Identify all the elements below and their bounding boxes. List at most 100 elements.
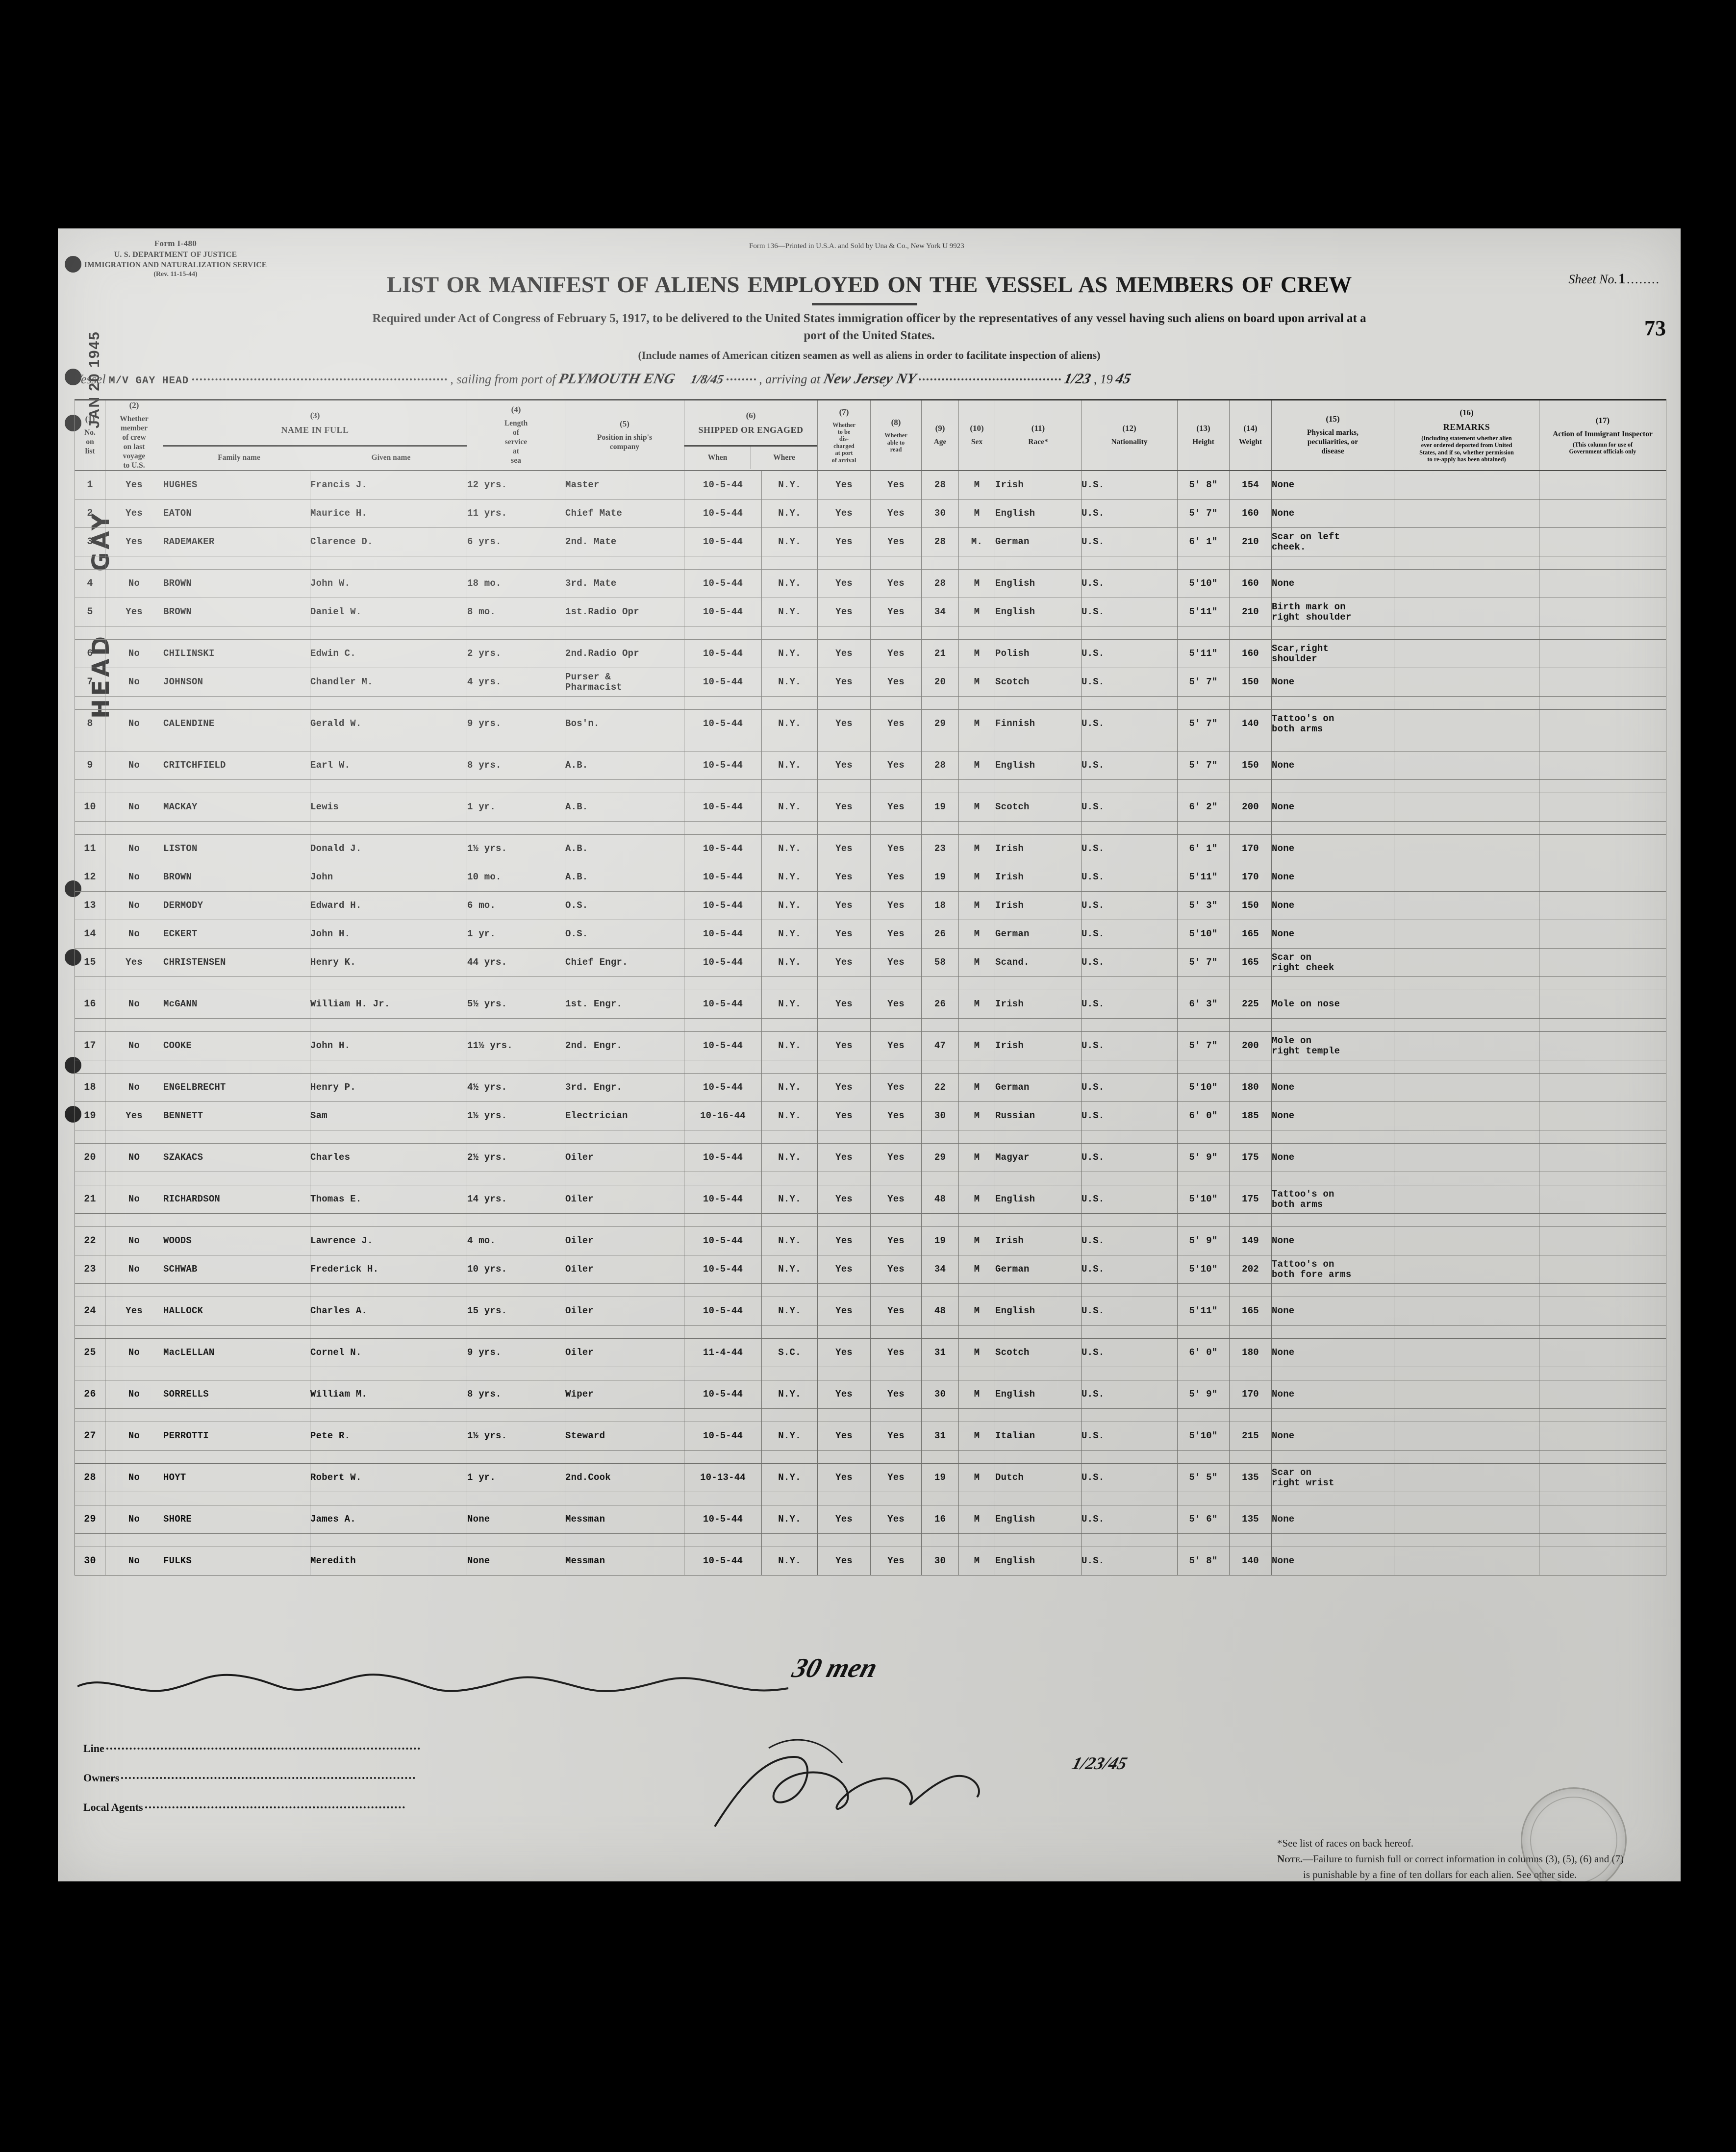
shipped-where: N.Y. xyxy=(761,1101,818,1131)
crew-last-voyage: No xyxy=(105,1031,163,1061)
height: 5' 7" xyxy=(1177,948,1230,977)
header-no-on-list: (1) No. on list xyxy=(75,399,105,472)
shipped-where: N.Y. xyxy=(761,1422,818,1451)
physical-marks: None xyxy=(1271,1226,1394,1256)
shipped-where: N.Y. xyxy=(761,1255,818,1284)
family-name: DERMODY xyxy=(163,891,310,921)
family-name: SORRELLS xyxy=(163,1380,310,1409)
note-prefix: Note. xyxy=(1277,1853,1303,1865)
race: Irish xyxy=(995,1031,1082,1061)
table-row: 19 Yes BENNETT Sam 1½ yrs. Electrician 10-16-4… xyxy=(75,1101,1666,1131)
header-line: read xyxy=(890,446,902,453)
nationality: U.S. xyxy=(1081,709,1178,739)
inspector-action xyxy=(1539,834,1666,864)
shipped-when: 10-5-44 xyxy=(684,1143,762,1173)
nationality: U.S. xyxy=(1081,920,1178,949)
crew-last-voyage: No xyxy=(105,569,163,599)
race: English xyxy=(995,1380,1082,1409)
length-of-service: 8 yrs. xyxy=(467,1380,565,1409)
inspector-action xyxy=(1539,1226,1666,1256)
remarks xyxy=(1394,863,1539,892)
able-to-read: Yes xyxy=(870,1226,922,1256)
table-row: 26 No SORRELLS William M. 8 yrs. Wiper 10-5-44… xyxy=(75,1380,1666,1409)
family-name: CHILINSKI xyxy=(163,639,310,669)
title-underline xyxy=(812,303,917,305)
family-name: EATON xyxy=(163,499,310,528)
inspector-action xyxy=(1539,709,1666,739)
header-weight: (14) Weight xyxy=(1229,399,1272,472)
shipped-where: N.Y. xyxy=(761,668,818,697)
position: Master xyxy=(565,470,684,500)
height: 5' 9" xyxy=(1177,1143,1230,1173)
inspector-action xyxy=(1539,948,1666,977)
length-of-service: 1½ yrs. xyxy=(467,1422,565,1451)
age: 19 xyxy=(921,1226,959,1256)
race: Polish xyxy=(995,639,1082,669)
row-number: 6 xyxy=(75,639,105,669)
able-to-read: Yes xyxy=(870,1338,922,1368)
shipped-where: N.Y. xyxy=(761,1143,818,1173)
given-name: William H. Jr. xyxy=(310,990,467,1019)
row-number: 7 xyxy=(75,668,105,697)
physical-marks: Tattoo's on both fore arms xyxy=(1271,1255,1394,1284)
col-number-3: (3) xyxy=(310,411,320,421)
header-age-label: Age xyxy=(933,438,947,447)
age: 48 xyxy=(921,1297,959,1326)
spacer-row xyxy=(75,1492,1666,1506)
age: 58 xyxy=(921,948,959,977)
row-number: 14 xyxy=(75,920,105,949)
header-line: to U.S. xyxy=(123,461,145,470)
spacer-row xyxy=(75,1172,1666,1186)
table-row: 9 No CRITCHFIELD Earl W. 8 yrs. A.B. 10-5-44 N.… xyxy=(75,751,1666,780)
crew-last-voyage: Yes xyxy=(105,1101,163,1131)
race: English xyxy=(995,1185,1082,1214)
position: Chief Engr. xyxy=(565,948,684,977)
height: 6' 2" xyxy=(1177,793,1230,822)
remarks xyxy=(1394,1255,1539,1284)
physical-marks: None xyxy=(1271,1422,1394,1451)
age: 16 xyxy=(921,1505,959,1534)
length-of-service: 12 yrs. xyxy=(467,470,565,500)
family-name: McGANN xyxy=(163,990,310,1019)
height: 6' 0" xyxy=(1177,1338,1230,1368)
form-identification-block: Form I-480 U. S. DEPARTMENT OF JUSTICE I… xyxy=(73,238,278,279)
length-of-service: 44 yrs. xyxy=(467,948,565,977)
row-number: 19 xyxy=(75,1101,105,1131)
sex: M xyxy=(958,1380,995,1409)
shipped-where: N.Y. xyxy=(761,793,818,822)
header-height: (13) Height xyxy=(1177,399,1230,472)
able-to-read: Yes xyxy=(870,1073,922,1102)
inspector-action xyxy=(1539,1547,1666,1576)
race: Dutch xyxy=(995,1463,1082,1493)
local-agents-label: Local Agents xyxy=(83,1801,143,1813)
height: 6' 3" xyxy=(1177,990,1230,1019)
given-name: Clarence D. xyxy=(310,527,467,557)
to-be-discharged: Yes xyxy=(817,834,871,864)
shipped-when: 10-5-44 xyxy=(684,834,762,864)
given-name: Lewis xyxy=(310,793,467,822)
remarks xyxy=(1394,569,1539,599)
inspector-action xyxy=(1539,1143,1666,1173)
nationality: U.S. xyxy=(1081,1422,1178,1451)
remarks xyxy=(1394,470,1539,500)
sheet-number-label: Sheet No. xyxy=(1568,272,1617,286)
spacer-row xyxy=(75,1367,1666,1381)
inspector-action xyxy=(1539,1463,1666,1493)
family-name: RICHARDSON xyxy=(163,1185,310,1214)
header-remarks-title: REMARKS xyxy=(1443,422,1490,432)
physical-marks: None xyxy=(1271,499,1394,528)
header-nationality-label: Nationality xyxy=(1111,438,1148,447)
inspector-action xyxy=(1539,751,1666,780)
to-be-discharged: Yes xyxy=(817,920,871,949)
given-name: Donald J. xyxy=(310,834,467,864)
to-be-discharged: Yes xyxy=(817,1422,871,1451)
given-name: Cornel N. xyxy=(310,1338,467,1368)
shipped-when: 10-5-44 xyxy=(684,1505,762,1534)
header-line: list xyxy=(85,447,95,456)
shipped-where: N.Y. xyxy=(761,948,818,977)
arriving-at-label: , arriving at xyxy=(759,372,821,386)
header-line: on last xyxy=(123,442,145,451)
weight: 149 xyxy=(1229,1226,1272,1256)
weight: 180 xyxy=(1229,1073,1272,1102)
crew-last-voyage: No xyxy=(105,793,163,822)
